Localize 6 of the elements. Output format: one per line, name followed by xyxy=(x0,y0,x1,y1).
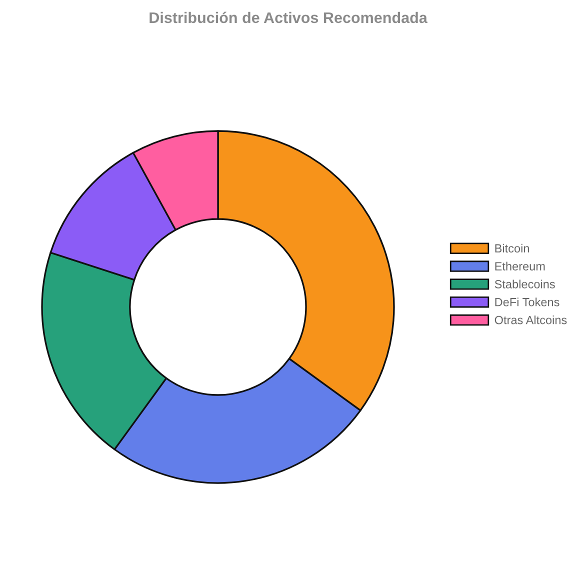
legend-label: Otras Altcoins xyxy=(494,316,567,324)
legend-label: DeFi Tokens xyxy=(495,298,560,306)
legend-label: Bitcoin xyxy=(495,244,529,253)
legend-label: Ethereum xyxy=(495,262,545,270)
legend-label: Stablecoins xyxy=(494,280,555,288)
chart-title: Distribución de Activos Recomendada xyxy=(150,12,428,24)
